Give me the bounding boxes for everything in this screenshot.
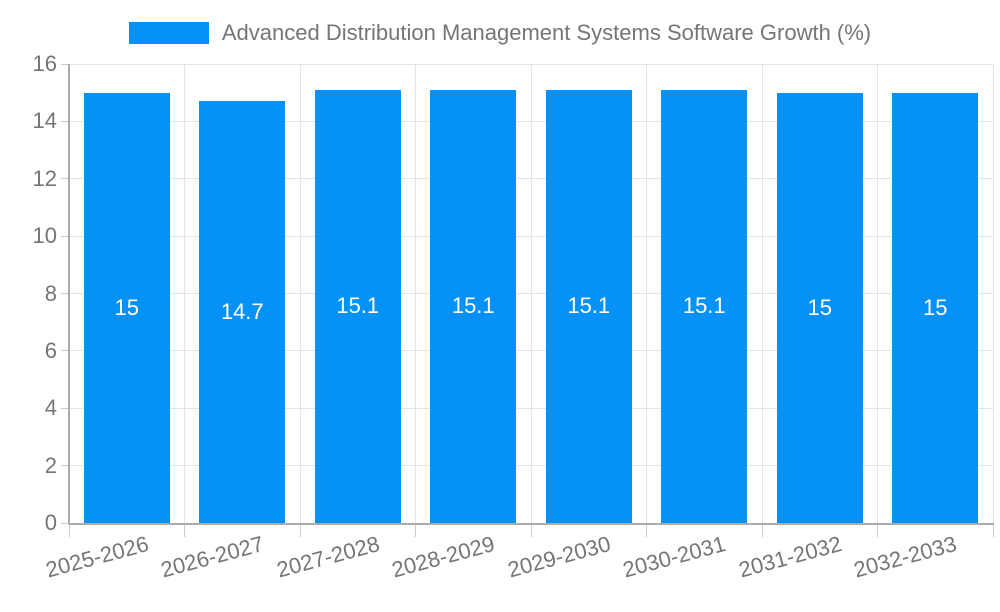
gridline-vertical (761, 64, 763, 523)
y-axis-label: 0 (44, 510, 57, 535)
bar-value-label: 15.1 (567, 293, 611, 319)
gridline-vertical (530, 64, 532, 523)
gridline-vertical (184, 64, 185, 523)
bar-2029-2030 (545, 89, 632, 523)
bar-value-label: 14.7 (220, 299, 264, 325)
bar-2026-2027 (199, 101, 286, 523)
gridline-vertical (992, 64, 994, 523)
gridline-vertical (415, 64, 416, 523)
y-axis-label: 10 (32, 223, 57, 249)
y-axis-label: 2 (44, 452, 57, 478)
y-axis-tick (61, 63, 69, 65)
bar-value-label: 15.1 (682, 293, 726, 319)
bar-2032-2033 (892, 92, 979, 523)
bar-value-label: 15 (807, 294, 832, 320)
y-axis-tick (61, 465, 69, 467)
gridline-vertical (299, 64, 301, 523)
x-axis-tick (299, 523, 301, 537)
y-axis-tick (61, 522, 69, 524)
x-axis-line (68, 523, 994, 525)
bar-2027-2028 (314, 89, 401, 523)
y-axis-label: 4 (44, 395, 57, 421)
y-axis-label: 16 (32, 51, 57, 76)
y-axis-label: 12 (32, 165, 57, 191)
y-axis-label: 6 (44, 337, 57, 363)
chart-legend[interactable]: Advanced Distribution Management Systems… (0, 20, 1000, 46)
x-axis-tick (877, 523, 878, 537)
legend-label: Advanced Distribution Management Systems… (221, 20, 872, 45)
y-axis-tick (61, 178, 69, 180)
bar-2025-2026 (83, 92, 170, 523)
x-axis-tick (761, 523, 763, 537)
y-axis-tick (61, 293, 69, 294)
x-axis-tick (184, 523, 185, 537)
bar-value-label: 15 (923, 294, 948, 320)
y-axis-tick (61, 235, 69, 237)
y-axis-tick (61, 407, 69, 409)
gridline-vertical (877, 64, 878, 523)
gridline-vertical (646, 64, 647, 523)
y-axis-tick (61, 120, 69, 122)
bar-value-label: 15.1 (451, 293, 495, 319)
bar-value-label: 15 (114, 294, 139, 320)
bar-value-label: 15.1 (336, 293, 380, 319)
x-axis-tick (68, 523, 70, 537)
y-axis-label: 8 (44, 280, 57, 306)
x-axis-tick (415, 523, 416, 537)
x-axis-tick (992, 523, 994, 537)
bar-2031-2032 (776, 92, 863, 523)
x-axis-tick (530, 523, 532, 537)
legend-color-swatch (128, 22, 209, 44)
x-axis-tick (646, 523, 647, 537)
bar-2028-2029 (430, 89, 517, 523)
bar-2030-2031 (661, 89, 748, 523)
y-axis-line (68, 64, 70, 523)
y-axis-label: 14 (32, 108, 57, 134)
y-axis-tick (61, 350, 69, 352)
